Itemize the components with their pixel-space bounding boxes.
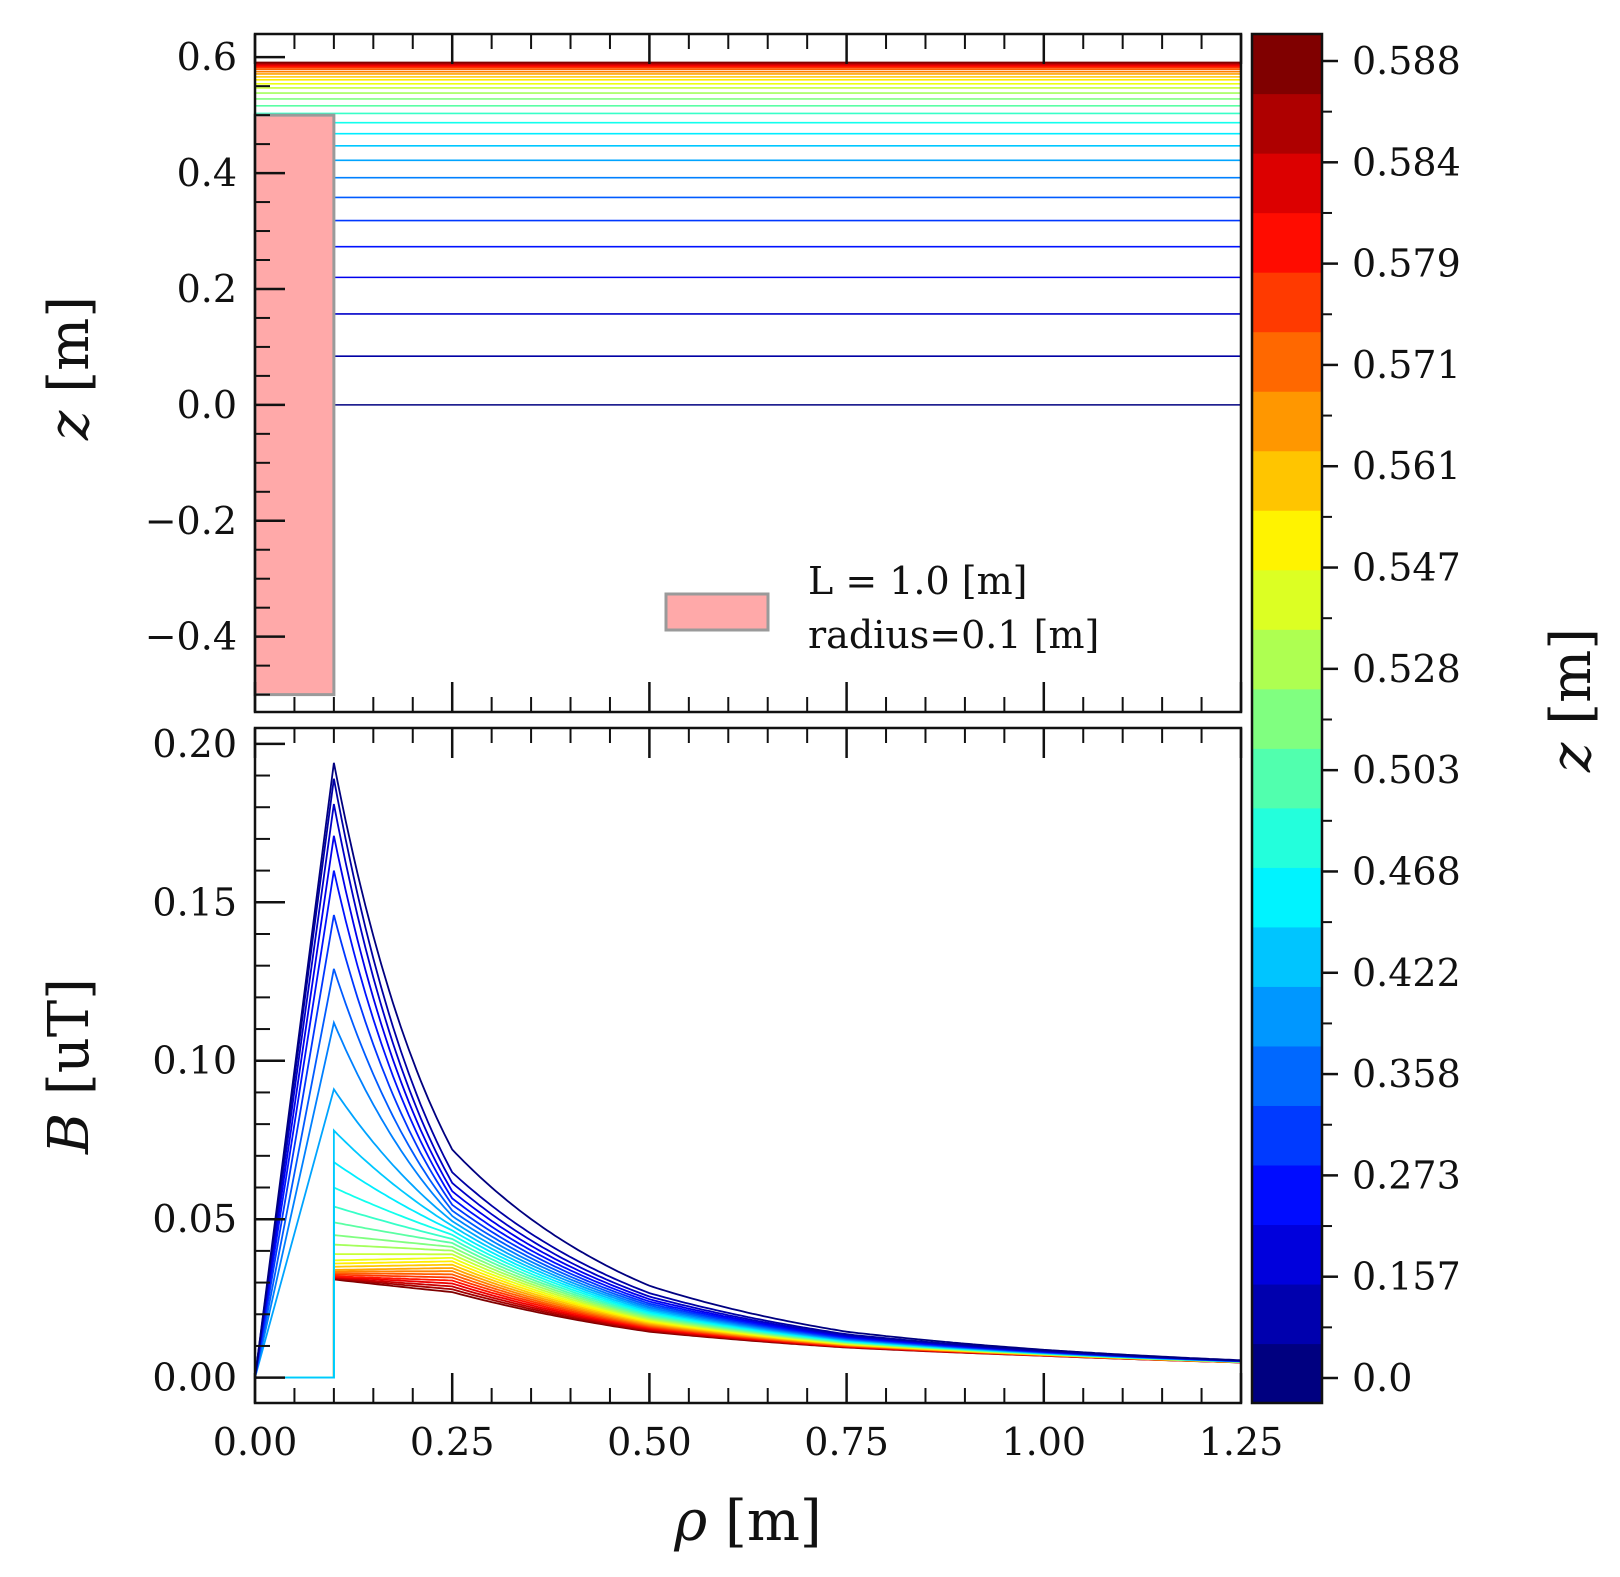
colorbar-tick-label: 0.273 (1352, 1153, 1461, 1197)
top-y-symbol: z (37, 410, 102, 441)
colorbar-bin (1252, 391, 1322, 452)
colorbar-bin (1252, 1045, 1322, 1106)
colorbar-tick-label: 0.561 (1352, 444, 1461, 488)
bottom-y-tick-label: 0.05 (152, 1197, 237, 1241)
colorbar-tick-label: 0.528 (1352, 647, 1461, 691)
colorbar-bin (1252, 926, 1322, 987)
legend: L = 1.0 [m] radius=0.1 [m] (664, 559, 1099, 657)
colorbar-bin (1252, 569, 1322, 630)
colorbar-tick-label: 0.579 (1352, 242, 1461, 286)
colorbar-tick-label: 0.584 (1352, 140, 1461, 184)
top-y-tick-label: −0.4 (145, 615, 237, 659)
bottom-x-space (707, 1489, 725, 1554)
colorbar-tick-label: 0.468 (1352, 849, 1461, 893)
colorbar-bin (1252, 1105, 1322, 1166)
bottom-panel: 0.00 0.05 0.10 0.15 0.20 0.00 0.25 0.50 0.75 1.0… (37, 722, 1283, 1554)
colorbar-tick-label: 0.358 (1352, 1052, 1461, 1096)
colorbar-bin (1252, 331, 1322, 392)
colorbar-bins (1252, 34, 1322, 1404)
bottom-x-tick-label: 1.00 (1001, 1420, 1086, 1464)
colorbar-tick-label: 0.422 (1352, 951, 1461, 995)
colorbar-bin (1252, 1224, 1322, 1285)
bottom-y-axis-title: B [uT] (37, 978, 102, 1155)
bottom-y-tick-label: 0.20 (152, 722, 237, 766)
colorbar-tick-label: 0.588 (1352, 39, 1461, 83)
colorbar-tick-label: 0.571 (1352, 343, 1461, 387)
colorbar-space (1539, 725, 1604, 743)
colorbar-ticks (1322, 59, 1338, 1380)
top-y-tick-label: −0.2 (145, 499, 237, 543)
legend-line-1: L = 1.0 [m] (808, 559, 1027, 603)
colorbar-bin (1252, 629, 1322, 690)
colorbar-bin (1252, 748, 1322, 809)
bottom-y-symbol: B (37, 1113, 102, 1155)
colorbar-bin (1252, 807, 1322, 868)
field-curves (255, 762, 1241, 1379)
field-curve (255, 762, 1241, 1378)
colorbar-tick-label: 0.503 (1352, 748, 1461, 792)
colorbar-bin (1252, 986, 1322, 1047)
top-y-unit: [m] (37, 296, 102, 393)
colorbar-title: z [m] (1539, 628, 1604, 773)
colorbar-unit: [m] (1539, 628, 1604, 725)
top-y-tick-label: 0.6 (177, 35, 237, 79)
bottom-y-tick-label: 0.10 (152, 1039, 237, 1083)
field-curve (255, 1160, 1241, 1379)
top-y-tick-labels: −0.4 −0.2 0.0 0.2 0.4 0.6 (145, 35, 237, 658)
field-curve (255, 803, 1241, 1378)
field-curve (255, 835, 1241, 1378)
colorbar-bin (1252, 212, 1322, 273)
top-axis-ticks (253, 34, 1243, 712)
bottom-x-tick-labels: 0.00 0.25 0.50 0.75 1.00 1.25 (213, 1420, 1284, 1464)
bottom-axis-ticks (253, 728, 1243, 1403)
legend-swatch (664, 592, 770, 632)
top-y-space (37, 393, 102, 411)
colorbar-bin (1252, 153, 1322, 214)
field-curve (255, 1253, 1241, 1379)
top-y-tick-label: 0.2 (177, 267, 237, 311)
bottom-x-axis-title: ρ [m] (673, 1489, 822, 1554)
top-y-axis-title: z [m] (37, 296, 102, 441)
top-panel: −0.4 −0.2 0.0 0.2 0.4 0.6 z [m] L = 1.0 [m] r… (37, 32, 1243, 714)
bottom-x-tick-label: 0.25 (410, 1420, 495, 1464)
top-y-tick-label: 0.0 (177, 383, 237, 427)
bottom-x-tick-label: 0.00 (213, 1420, 298, 1464)
colorbar-tick-label: 0.547 (1352, 546, 1461, 590)
colorbar-tick-label: 0.0 (1352, 1356, 1412, 1400)
colorbar-bin (1252, 510, 1322, 571)
bottom-x-tick-label: 1.25 (1199, 1420, 1284, 1464)
bottom-x-unit: [m] (725, 1489, 822, 1554)
colorbar-bin (1252, 867, 1322, 928)
legend-line-2: radius=0.1 [m] (808, 613, 1099, 657)
colorbar-bin (1252, 1343, 1322, 1404)
colorbar-bin (1252, 688, 1322, 749)
bottom-y-space (37, 1095, 102, 1113)
bottom-y-tick-label: 0.00 (152, 1356, 237, 1400)
colorbar-bin (1252, 34, 1322, 95)
bottom-x-tick-label: 0.50 (607, 1420, 692, 1464)
bottom-y-unit: [uT] (37, 978, 102, 1095)
colorbar-bin (1252, 1283, 1322, 1345)
colorbar-symbol: z (1539, 742, 1604, 773)
bottom-y-tick-label: 0.15 (152, 880, 237, 924)
colorbar-tick-label: 0.157 (1352, 1255, 1461, 1299)
top-y-tick-label: 0.4 (177, 151, 237, 195)
colorbar-bin (1252, 1164, 1322, 1226)
bottom-axes-frame (253, 726, 1243, 1405)
bottom-x-tick-label: 0.75 (804, 1420, 889, 1464)
top-axes-frame (253, 32, 1243, 714)
colorbar-tick-labels: 0.0 0.157 0.273 0.358 0.422 0.468 0.503 0.528 0.… (1352, 39, 1461, 1400)
colorbar: 0.0 0.157 0.273 0.358 0.422 0.468 0.503 0.528 0.… (1250, 32, 1604, 1405)
colorbar-bin (1252, 93, 1322, 154)
bottom-x-symbol: ρ (673, 1489, 707, 1554)
colorbar-bin (1252, 272, 1322, 333)
colorbar-bin (1252, 450, 1322, 511)
field-curve (255, 870, 1241, 1378)
top-z-lines (255, 61, 1241, 406)
bottom-y-tick-labels: 0.00 0.05 0.10 0.15 0.20 (152, 722, 237, 1400)
field-curve (255, 914, 1241, 1378)
